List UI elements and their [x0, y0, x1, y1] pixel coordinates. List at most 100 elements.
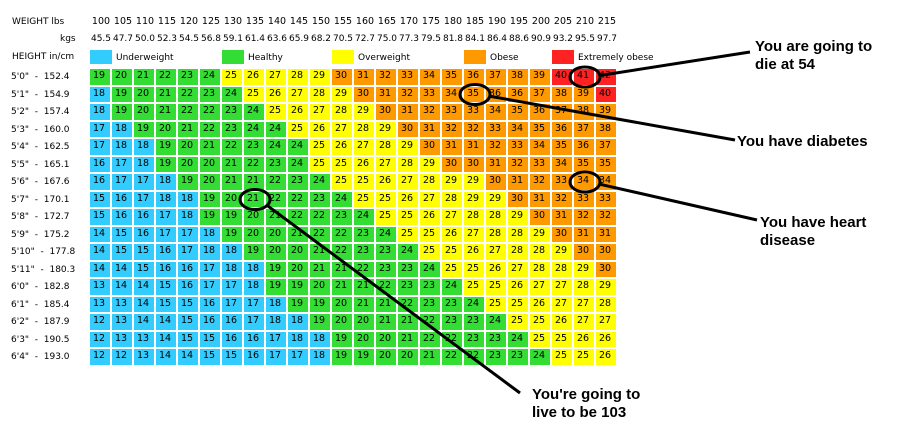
- bmi-cell: 13: [90, 279, 112, 297]
- bmi-cell: 31: [398, 104, 420, 122]
- bmi-cell: 16: [200, 314, 222, 332]
- bmi-cell: 24: [310, 174, 332, 192]
- bmi-cell: 19: [156, 156, 178, 174]
- bmi-cell: 22: [332, 226, 354, 244]
- bmi-cell: 14: [134, 296, 156, 314]
- weight-lbs-label: 130: [223, 16, 243, 27]
- height-label: 5'11" - 180.3: [11, 264, 76, 275]
- bmi-cell: 37: [552, 104, 574, 122]
- bmi-cell: 31: [552, 209, 574, 227]
- bmi-cell: 18: [288, 314, 310, 332]
- bmi-cell: 32: [486, 139, 508, 157]
- bmi-cell: 16: [90, 174, 112, 192]
- bmi-cell: 27: [398, 174, 420, 192]
- bmi-cell: 19: [266, 261, 288, 279]
- bmi-cell: 23: [222, 121, 244, 139]
- bmi-cell: 25: [508, 296, 530, 314]
- bmi-cell: 39: [596, 104, 618, 122]
- weight-lbs-label: 155: [333, 16, 353, 27]
- bmi-cell: 16: [112, 209, 134, 227]
- bmi-cell: 34: [486, 104, 508, 122]
- bmi-cell: 32: [420, 104, 442, 122]
- bmi-cell: 26: [442, 226, 464, 244]
- bmi-cell: 26: [266, 86, 288, 104]
- bmi-cell: 25: [552, 349, 574, 367]
- legend-swatch: [90, 50, 112, 64]
- bmi-cell: 18: [310, 349, 332, 367]
- height-label: 5'6" - 167.6: [11, 177, 70, 187]
- bmi-cell: 29: [464, 191, 486, 209]
- bmi-cell: 25: [464, 261, 486, 279]
- bmi-cell: 25: [310, 156, 332, 174]
- bmi-cell: 26: [310, 121, 332, 139]
- bmi-cell: 27: [486, 244, 508, 262]
- weight-lbs-label: 165: [377, 16, 397, 27]
- height-label: 6'4" - 193.0: [11, 352, 70, 362]
- weight-kgs-label: 56.8: [200, 34, 222, 44]
- weight-kgs-label: 45.5: [90, 34, 112, 44]
- bmi-cell: 19: [354, 349, 376, 367]
- bmi-cell: 31: [376, 86, 398, 104]
- height-label: 6'1" - 185.4: [11, 299, 70, 310]
- bmi-cell: 28: [530, 244, 552, 262]
- bmi-cell: 27: [376, 156, 398, 174]
- bmi-cell: 28: [332, 104, 354, 122]
- bmi-cell: 13: [112, 331, 134, 349]
- bmi-cell: 17: [288, 349, 310, 367]
- bmi-cell: 34: [596, 174, 618, 192]
- bmi-cell: 36: [552, 121, 574, 139]
- bmi-cell: 15: [200, 349, 222, 367]
- bmi-cell: 28: [464, 209, 486, 227]
- bmi-cell: 20: [178, 156, 200, 174]
- bmi-cell: 18: [200, 244, 222, 262]
- bmi-cell: 26: [486, 261, 508, 279]
- bmi-cell: 21: [244, 174, 266, 192]
- weight-kgs-label: 50.0: [134, 34, 156, 44]
- bmi-cell: 33: [442, 104, 464, 122]
- weight-lbs-label: 180: [443, 16, 463, 27]
- bmi-cell: 34: [574, 174, 596, 192]
- bmi-cell: 28: [420, 174, 442, 192]
- bmi-cell: 25: [530, 331, 552, 349]
- bmi-cell: 13: [112, 296, 134, 314]
- bmi-cell: 27: [332, 121, 354, 139]
- bmi-cell: 17: [134, 191, 156, 209]
- bmi-cell: 25: [354, 174, 376, 192]
- bmi-cell: 26: [332, 139, 354, 157]
- bmi-cell: 21: [398, 314, 420, 332]
- bmi-cell: 18: [310, 331, 332, 349]
- weight-lbs-label: 120: [179, 16, 199, 27]
- weight-lbs-label: 210: [575, 16, 595, 27]
- bmi-cell: 23: [464, 314, 486, 332]
- bmi-cell: 22: [420, 314, 442, 332]
- bmi-cell: 30: [442, 156, 464, 174]
- bmi-cell: 28: [508, 226, 530, 244]
- bmi-cell: 17: [156, 209, 178, 227]
- bmi-cell: 33: [486, 121, 508, 139]
- bmi-cell: 36: [574, 139, 596, 157]
- weight-kgs-label: 70.5: [332, 34, 354, 44]
- bmi-cell: 18: [222, 244, 244, 262]
- bmi-cell: 24: [442, 279, 464, 297]
- bmi-cell: 24: [354, 209, 376, 227]
- bmi-cell: 29: [332, 86, 354, 104]
- bmi-cell: 15: [156, 279, 178, 297]
- bmi-cell: 32: [376, 69, 398, 87]
- bmi-cell: 21: [288, 226, 310, 244]
- annotation-text: You are going to die at 54: [755, 38, 873, 73]
- bmi-cell: 16: [134, 209, 156, 227]
- height-label: 5'3" - 160.0: [11, 124, 70, 135]
- bmi-cell: 24: [288, 156, 310, 174]
- bmi-cell: 23: [266, 156, 288, 174]
- bmi-cell: 20: [266, 244, 288, 262]
- bmi-cell: 23: [420, 296, 442, 314]
- bmi-cell: 25: [310, 139, 332, 157]
- bmi-cell: 14: [112, 261, 134, 279]
- bmi-cell: 26: [244, 69, 266, 87]
- bmi-cell: 19: [200, 209, 222, 227]
- bmi-cell: 21: [376, 296, 398, 314]
- legend-swatch: [552, 50, 574, 64]
- bmi-cell: 16: [178, 261, 200, 279]
- bmi-cell: 20: [244, 226, 266, 244]
